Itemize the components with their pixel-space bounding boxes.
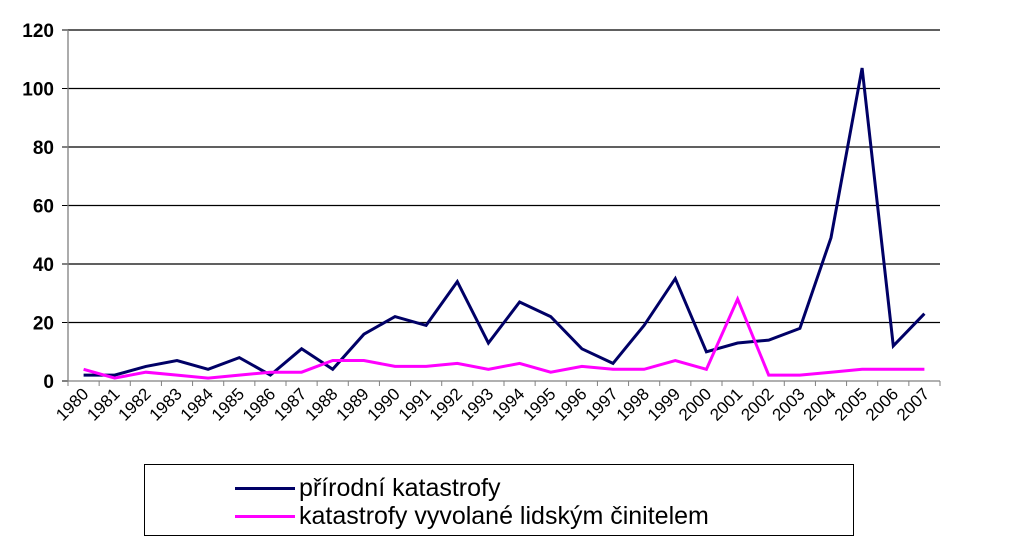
x-tick-label: 1980 <box>52 384 92 424</box>
x-tick-label: 1997 <box>582 384 622 424</box>
x-tick-label: 2007 <box>893 384 933 424</box>
x-tick-label: 1981 <box>83 384 123 424</box>
legend-swatch-human <box>235 514 295 518</box>
axes <box>62 29 941 386</box>
y-tick-label: 60 <box>33 197 54 218</box>
x-tick-label: 2002 <box>737 384 777 424</box>
x-tick-label: 1989 <box>333 384 373 424</box>
x-tick-label: 1992 <box>426 384 466 424</box>
series-line-human <box>83 295 925 380</box>
y-axis-tick-labels: 0 20 40 60 80 100 120 <box>22 21 54 393</box>
x-tick-label: 2003 <box>769 384 809 424</box>
x-tick-label: 1982 <box>115 384 155 424</box>
x-tick-label: 1986 <box>239 384 279 424</box>
legend-item-natural: přírodní katastrofy <box>235 473 500 503</box>
x-tick-label: 2005 <box>831 384 871 424</box>
y-tick-label: 0 <box>43 372 54 393</box>
x-tick-label: 2006 <box>862 384 902 424</box>
series-line-natural <box>83 67 926 377</box>
y-tick-label: 80 <box>33 138 54 159</box>
x-tick-label: 1985 <box>208 384 248 424</box>
legend-item-human: katastrofy vyvolané lidským činitelem <box>235 501 709 531</box>
y-tick-label: 120 <box>22 21 54 42</box>
legend-label-human: katastrofy vyvolané lidským činitelem <box>299 501 709 530</box>
x-tick-label: 1999 <box>644 384 684 424</box>
x-tick-label: 1987 <box>270 384 310 424</box>
legend-swatch-natural <box>235 486 295 490</box>
x-tick-label: 1995 <box>519 384 559 424</box>
x-tick-label: 1998 <box>613 384 653 424</box>
x-tick-label: 1991 <box>395 384 435 424</box>
x-tick-label: 2004 <box>800 384 840 424</box>
x-tick-label: 1984 <box>177 384 217 424</box>
gridlines <box>68 29 940 324</box>
x-tick-label: 2001 <box>706 384 746 424</box>
y-tick-label: 100 <box>22 80 54 101</box>
x-tick-label: 1996 <box>551 384 591 424</box>
series-lines <box>83 67 926 380</box>
x-tick-label: 1988 <box>301 384 341 424</box>
x-tick-label: 1983 <box>146 384 186 424</box>
x-tick-label: 1990 <box>364 384 404 424</box>
legend-label-natural: přírodní katastrofy <box>299 473 501 502</box>
y-tick-label: 40 <box>33 255 54 276</box>
x-tick-label: 2000 <box>675 384 715 424</box>
legend: přírodní katastrofy katastrofy vyvolané … <box>144 464 854 536</box>
y-tick-label: 20 <box>33 314 54 335</box>
x-tick-label: 1993 <box>457 384 497 424</box>
x-tick-label: 1994 <box>488 384 528 424</box>
x-axis-tick-labels: 1980198119821983198419851986198719881989… <box>52 384 933 424</box>
